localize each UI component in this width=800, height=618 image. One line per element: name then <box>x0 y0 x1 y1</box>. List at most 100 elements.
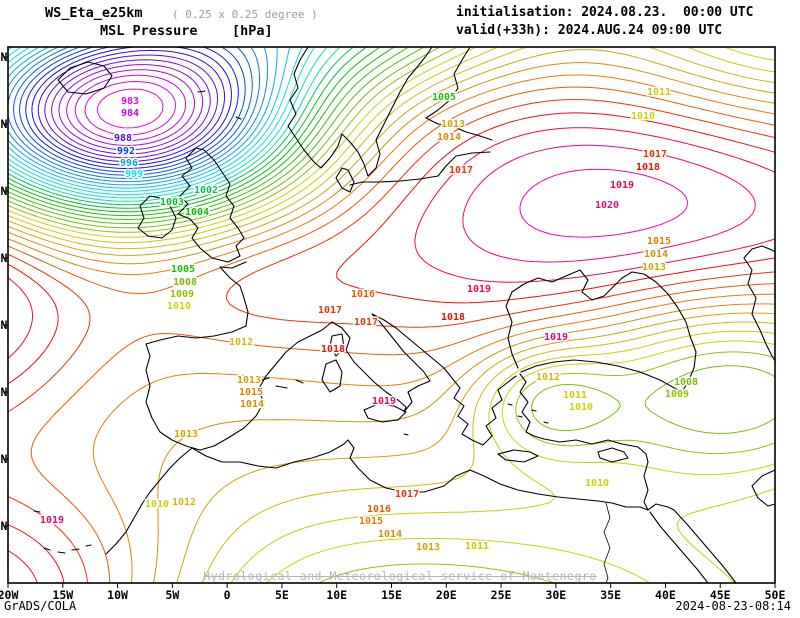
isobar-label-1010: 1010 <box>167 301 191 312</box>
isobar-1016 <box>7 86 776 584</box>
coastline-sardinia <box>321 359 343 393</box>
coastline-crete <box>497 449 539 463</box>
isobar-984 <box>74 74 187 142</box>
y-tick-label: N <box>1 50 8 64</box>
x-tick-label: 30E <box>545 588 566 602</box>
isobar-label-1015: 1015 <box>359 516 383 527</box>
isobar-label-1003: 1003 <box>160 197 184 208</box>
isobar-999 <box>7 46 316 196</box>
coastlines <box>33 46 776 584</box>
x-tick-label: 0 <box>224 588 231 602</box>
isobar-label-1010: 1010 <box>631 111 655 122</box>
isobar-label-1019: 1019 <box>544 332 568 343</box>
isobar-994 <box>7 46 261 179</box>
variable-title: MSL Pressure <box>100 23 198 39</box>
isobar-label-1009: 1009 <box>170 289 194 300</box>
isobar-label-1010: 1010 <box>145 499 169 510</box>
isobar-label-1013: 1013 <box>237 375 261 386</box>
isobar-993 <box>13 46 253 176</box>
coastline-baltic-south <box>349 151 491 186</box>
x-tick-label: 20W <box>0 588 18 602</box>
isobar-label-999: 999 <box>125 169 143 180</box>
isobar-label-1002: 1002 <box>194 185 218 196</box>
isobar-1006 <box>7 46 410 220</box>
units-label: [hPa] <box>232 23 273 39</box>
coastline-cyprus <box>597 447 629 463</box>
coastline-denmark <box>335 167 355 193</box>
isobar-label-1012: 1012 <box>229 337 253 348</box>
x-tick-label: 10E <box>326 588 347 602</box>
y-tick-label: N <box>1 452 8 466</box>
isobar-997 <box>7 46 291 189</box>
creation-timestamp: 2024-08-23-08:14 <box>675 599 791 613</box>
isobar-label-1012: 1012 <box>172 497 196 508</box>
isobar-label-983: 983 <box>121 96 139 107</box>
isobar-label-1011: 1011 <box>647 87 671 98</box>
isobar-label-1015: 1015 <box>647 236 671 247</box>
isobar-label-1014: 1014 <box>240 399 264 410</box>
isobar-label-1017: 1017 <box>318 305 342 316</box>
coastline-finland <box>425 46 493 141</box>
isobar-label-1019: 1019 <box>467 284 491 295</box>
isobar-label-1015: 1015 <box>239 387 263 398</box>
isobar-label-1016: 1016 <box>367 504 391 515</box>
isobar-988 <box>44 54 218 159</box>
coastline-scandinavia <box>287 46 433 177</box>
isobar-992 <box>19 46 246 173</box>
coastline-caspian-west <box>743 257 776 362</box>
x-tick-label: 25E <box>491 588 512 602</box>
isobar-label-1013: 1013 <box>441 119 465 130</box>
isobar-label-1005: 1005 <box>171 264 195 275</box>
isobar-990 <box>31 46 232 166</box>
y-tick-label: N <box>1 117 8 131</box>
isobar-label-1005: 1005 <box>432 92 456 103</box>
isobar-982 <box>96 88 164 129</box>
isobar-label-1004: 1004 <box>185 207 209 218</box>
coastline-ireland <box>137 195 177 239</box>
isobar-986 <box>58 64 204 151</box>
coastline-black-sea-north <box>505 269 697 393</box>
isobar-label-1017: 1017 <box>643 149 667 160</box>
isobar-983 <box>84 81 177 136</box>
isobar-1009 <box>7 46 776 584</box>
coastline-caspian-north <box>743 245 776 259</box>
isobar-labels: 9839849889929969991002100310041005100810… <box>38 86 699 555</box>
isobar-1013 <box>7 49 776 584</box>
isobar-label-1014: 1014 <box>437 132 461 143</box>
isobar-1002 <box>7 46 354 206</box>
isobar-998 <box>7 46 303 192</box>
x-tick-label: 35E <box>600 588 621 602</box>
model-title: WS_Eta_e25km <box>45 5 143 21</box>
x-tick-label: 5W <box>165 588 179 602</box>
isobar-989 <box>37 49 226 162</box>
isobar-label-1018: 1018 <box>636 162 660 173</box>
isobar-label-1018: 1018 <box>441 312 465 323</box>
isobar-987 <box>51 59 211 155</box>
isobar-991 <box>25 46 239 169</box>
x-tick-label: 40E <box>655 588 676 602</box>
isobar-label-1019: 1019 <box>372 396 396 407</box>
isobar-1005 <box>7 46 395 217</box>
x-tick-label: 45E <box>710 588 731 602</box>
isobar-label-1013: 1013 <box>642 262 666 273</box>
isobar-label-1011: 1011 <box>563 390 587 401</box>
watermark: Hydrological and Meteorological service … <box>203 569 597 583</box>
isobar-1014 <box>7 62 776 584</box>
coastline-persian-gulf <box>751 469 776 507</box>
isobar-label-992: 992 <box>117 146 135 157</box>
isobar-contours <box>7 46 776 584</box>
isobar-1003 <box>7 46 367 209</box>
isobar-1019 <box>7 127 776 584</box>
isobar-1004 <box>7 46 381 213</box>
isobar-1012 <box>7 46 776 584</box>
isobar-1015 <box>7 74 776 584</box>
isobar-1018 <box>7 112 776 584</box>
coastline-turkey-levant <box>519 373 649 511</box>
isobar-1008 <box>7 46 776 434</box>
isobar-1007 <box>7 46 425 224</box>
isobar-1021 <box>519 168 689 238</box>
isobar-label-1016: 1016 <box>351 289 375 300</box>
coastline-great-britain <box>177 147 245 263</box>
isobar-label-988: 988 <box>114 133 132 144</box>
